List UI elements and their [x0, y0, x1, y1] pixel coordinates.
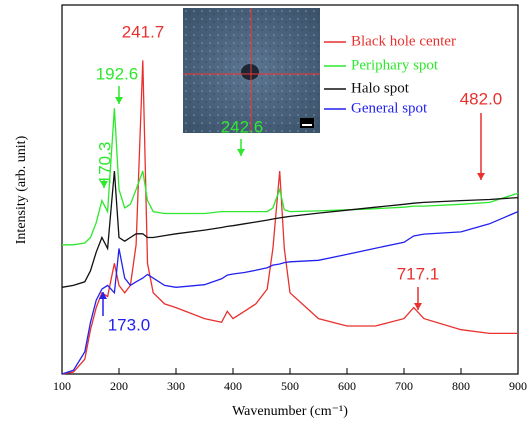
legend-label: Black hole center — [351, 33, 456, 49]
x-tick-label: 100 — [53, 379, 71, 393]
legend-label: General spot — [351, 100, 428, 116]
annotation-arrowhead — [237, 149, 245, 156]
x-tick-label: 600 — [338, 379, 356, 393]
x-tick-label: 800 — [452, 379, 470, 393]
inset-image — [183, 8, 320, 133]
y-axis-label: Intensity (arb. unit) — [14, 135, 29, 244]
annotation: 192.6 — [96, 64, 139, 83]
annotation: 482.0 — [460, 89, 503, 108]
annotation-arrowhead — [115, 97, 123, 104]
annotation: 717.1 — [397, 264, 440, 283]
x-tick-label: 900 — [509, 379, 527, 393]
annotation-arrowhead — [477, 173, 485, 180]
annotation: 173.0 — [108, 315, 151, 334]
chart: Wavenumber (cm⁻¹) Intensity (arb. unit) … — [0, 0, 532, 436]
x-tick-label: 500 — [281, 379, 299, 393]
annotation: 241.7 — [122, 22, 165, 41]
annotation: 242.6 — [221, 117, 264, 136]
x-tick-label: 200 — [110, 379, 128, 393]
x-axis-label: Wavenumber (cm⁻¹) — [232, 404, 348, 419]
legend-label: Halo spot — [351, 80, 410, 96]
x-tick-label: 300 — [167, 379, 185, 393]
x-tick-label: 400 — [224, 379, 242, 393]
series-line — [62, 171, 518, 287]
x-tick-label: 700 — [395, 379, 413, 393]
annotation: 170.3 — [95, 142, 114, 185]
legend-label: Periphary spot — [351, 57, 439, 73]
